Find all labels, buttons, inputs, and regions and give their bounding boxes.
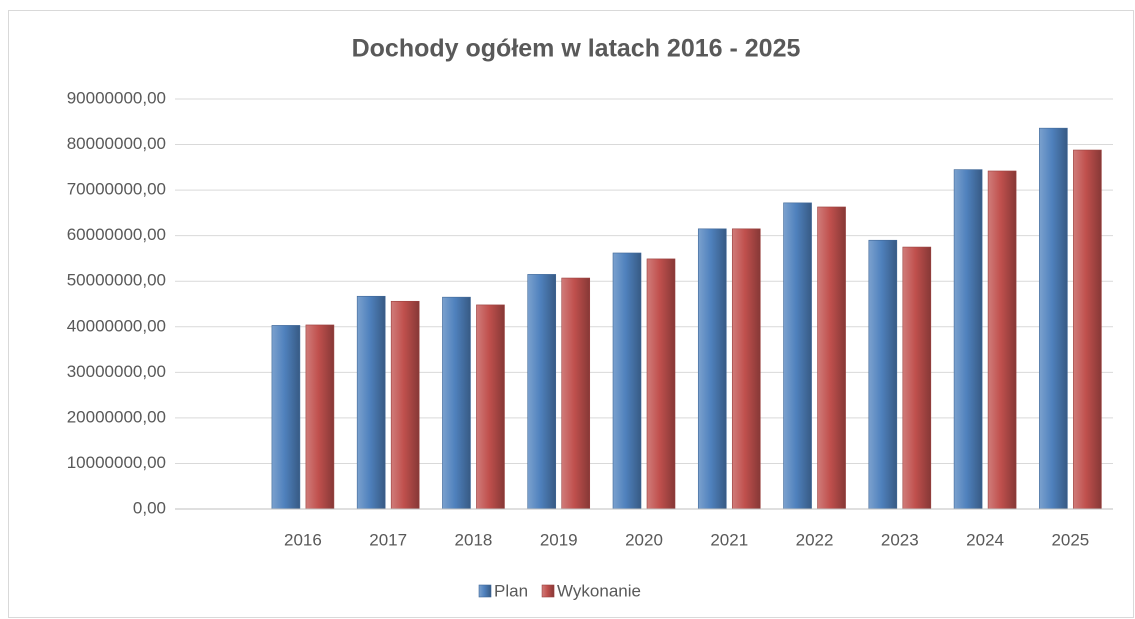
bar (868, 239, 898, 510)
x-tick-label: 2017 (369, 530, 407, 549)
y-tick-label: 80000000,00 (67, 134, 166, 153)
bar (390, 300, 420, 510)
x-tick-label: 2018 (455, 530, 493, 549)
bar (697, 228, 727, 510)
x-tick-label: 2016 (284, 530, 322, 549)
y-tick-label: 0,00 (133, 498, 166, 517)
x-tick-label: 2020 (625, 530, 663, 549)
y-tick-label: 50000000,00 (67, 271, 166, 290)
bar (271, 325, 301, 510)
x-tick-label: 2021 (710, 530, 748, 549)
legend-swatch (478, 584, 492, 598)
bar (561, 277, 591, 510)
chart-title: Dochody ogółem w latach 2016 - 2025 (352, 35, 801, 63)
bar (817, 206, 846, 510)
y-tick-label: 10000000,00 (67, 453, 166, 472)
y-tick-label: 70000000,00 (67, 180, 166, 199)
y-tick-label: 30000000,00 (67, 362, 166, 381)
y-tick-label: 40000000,00 (67, 316, 166, 335)
bar (612, 252, 642, 510)
bar (987, 170, 1017, 510)
bar (442, 296, 471, 510)
bar (356, 295, 386, 510)
bar (783, 202, 812, 510)
y-tick-label: 90000000,00 (67, 88, 166, 107)
bar (527, 274, 557, 510)
bar (1039, 127, 1068, 510)
x-tick-label: 2025 (1051, 530, 1089, 549)
legend-label: Plan (494, 581, 528, 600)
bar (305, 324, 335, 510)
bar (902, 246, 932, 510)
bar (1073, 149, 1102, 510)
bar (953, 169, 983, 510)
legend-swatch (541, 584, 555, 598)
bar (476, 304, 505, 510)
bar (731, 228, 761, 510)
y-tick-label: 60000000,00 (67, 225, 166, 244)
x-tick-label: 2022 (796, 530, 834, 549)
bar (646, 258, 676, 510)
x-tick-label: 2023 (881, 530, 919, 549)
x-tick-label: 2024 (966, 530, 1004, 549)
legend-label: Wykonanie (557, 581, 641, 600)
y-tick-label: 20000000,00 (67, 407, 166, 426)
x-tick-label: 2019 (540, 530, 578, 549)
